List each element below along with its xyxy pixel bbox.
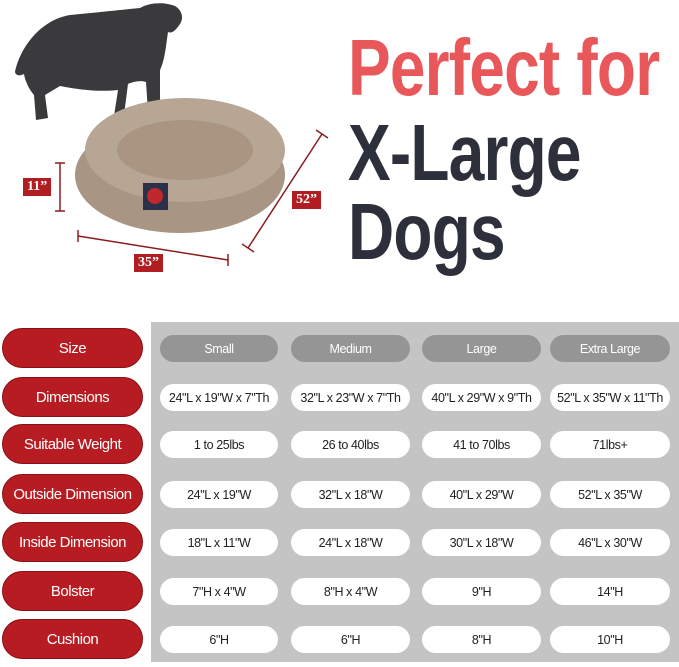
row-label: Cushion — [2, 619, 143, 659]
size-header-pill: Medium — [291, 335, 410, 362]
headline-line-3: Dogs — [348, 187, 506, 276]
table-cell: 1 to 25lbs — [160, 431, 278, 458]
table-cell: 24"L x 19"W x 7"Th — [160, 384, 278, 411]
bed-cushion — [117, 120, 253, 180]
table-cell: 8"H — [422, 626, 541, 653]
table-cell: 46"L x 30"W — [550, 529, 670, 556]
row-label: Bolster — [2, 571, 143, 611]
table-cell: 18"L x 11"W — [160, 529, 278, 556]
table-cell: 9"H — [422, 578, 541, 605]
width-label: 52” — [292, 191, 321, 209]
table-cell: 7"H x 4"W — [160, 578, 278, 605]
table-cell: 40"L x 29"W x 9"Th — [422, 384, 541, 411]
length-label: 35” — [134, 254, 163, 272]
row-label: Inside Dimension — [2, 522, 143, 562]
table-cell: 32"L x 23"W x 7"Th — [291, 384, 410, 411]
row-label: Size — [2, 328, 143, 368]
table-cell: 52"L x 35"W x 11"Th — [550, 384, 670, 411]
table-cell: 6"H — [291, 626, 410, 653]
dimension-lines — [55, 129, 329, 266]
table-cell: 32"L x 18"W — [291, 481, 410, 508]
table-cell: 40"L x 29"W — [422, 481, 541, 508]
row-label: Suitable Weight — [2, 424, 143, 464]
row-label: Outside Dimension — [2, 474, 143, 514]
headline-line-2: X-Large — [348, 108, 581, 197]
table-cell: 8"H x 4"W — [291, 578, 410, 605]
dog-silhouette-icon — [15, 3, 183, 120]
row-label: Dimensions — [2, 377, 143, 417]
table-cell: 71lbs+ — [550, 431, 670, 458]
table-cell: 30"L x 18"W — [422, 529, 541, 556]
table-cell: 24"L x 18"W — [291, 529, 410, 556]
table-cell: 41 to 70lbs — [422, 431, 541, 458]
table-cell: 10"H — [550, 626, 670, 653]
table-cell: 26 to 40lbs — [291, 431, 410, 458]
table-cell: 24"L x 19"W — [160, 481, 278, 508]
table-cell: 6"H — [160, 626, 278, 653]
size-header-pill: Small — [160, 335, 278, 362]
dog-and-bed-illustration — [15, 3, 329, 266]
height-label: 11” — [23, 178, 52, 196]
table-cell: 52"L x 35"W — [550, 481, 670, 508]
size-header-pill: Extra Large — [550, 335, 670, 362]
headline-line-1: Perfect for — [348, 23, 660, 112]
size-header-pill: Large — [422, 335, 541, 362]
table-cell: 14"H — [550, 578, 670, 605]
